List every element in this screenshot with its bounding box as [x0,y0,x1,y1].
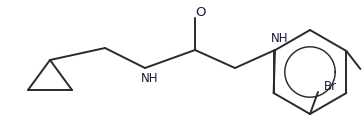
Text: NH: NH [141,72,159,86]
Text: Br: Br [323,81,337,94]
Text: O: O [195,7,205,19]
Text: NH: NH [271,32,289,44]
